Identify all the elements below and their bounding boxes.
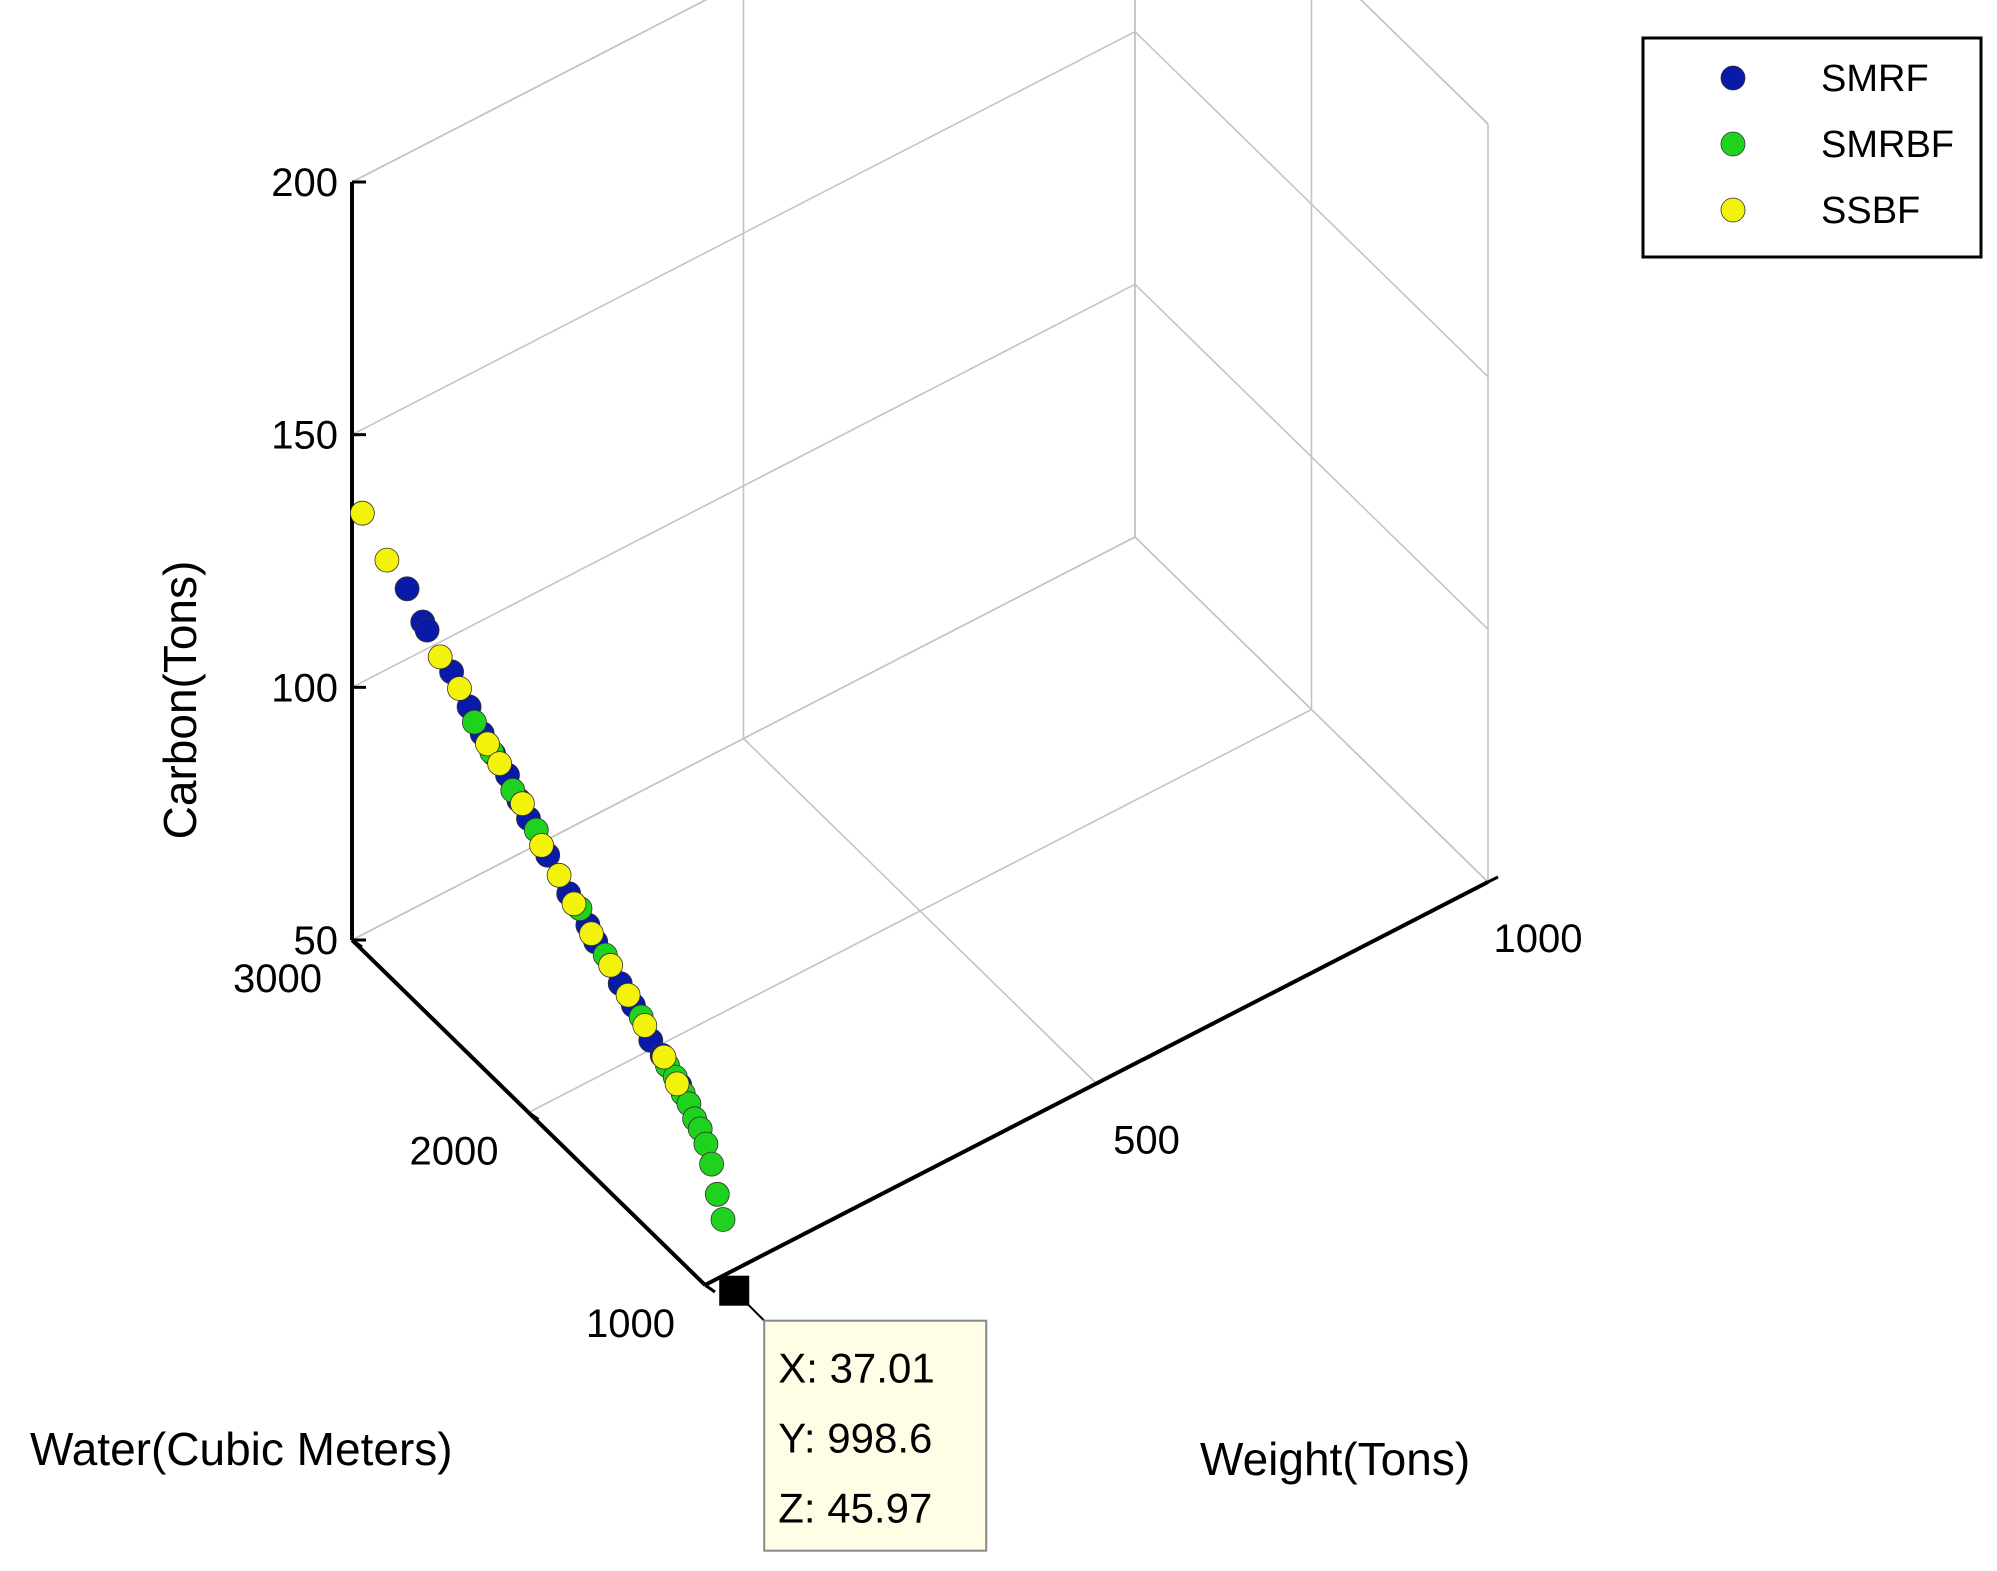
grid-line — [351, 536, 1136, 941]
point-ssbf-13 — [632, 1013, 658, 1038]
y-tick-label: 1000 — [586, 1302, 675, 1346]
point-smrf-0 — [394, 576, 420, 602]
datatip-marker[interactable] — [719, 1275, 750, 1306]
point-ssbf-10 — [579, 921, 604, 947]
point-ssbf-1 — [374, 547, 400, 573]
x-tick — [1095, 1077, 1108, 1085]
point-ssbf-11 — [598, 952, 623, 978]
x-tick-label: 500 — [1113, 1119, 1180, 1163]
grid-line — [351, 283, 1136, 689]
point-ssbf-3 — [447, 676, 472, 701]
y-tick-label: 3000 — [233, 957, 322, 1001]
grid-lines — [351, 0, 1489, 1286]
x-tick-label: 1000 — [1494, 917, 1583, 961]
grid-line — [1134, 31, 1489, 378]
grid-line — [351, 30, 1136, 436]
point-ssbf-2 — [427, 644, 453, 670]
point-ssbf-9 — [561, 891, 587, 917]
x-tick — [1487, 875, 1499, 884]
point-smrf-2 — [414, 617, 440, 643]
y-tick — [527, 1111, 540, 1121]
z-tick-label: 150 — [271, 414, 338, 458]
legend-label-ssbf: SSBF — [1821, 190, 1920, 232]
datatip-line: Z: 45.97 — [778, 1485, 932, 1532]
point-ssbf-6 — [510, 791, 535, 817]
point-smrbf-16 — [710, 1207, 736, 1232]
legend-marker-smrbf — [1720, 131, 1746, 157]
box-edge — [1359, 0, 1489, 125]
point-smrbf-0 — [461, 709, 487, 735]
point-ssbf-15 — [664, 1071, 690, 1097]
datatip-box — [763, 1319, 988, 1552]
y-tick — [704, 1283, 716, 1294]
point-ssbf-14 — [651, 1044, 677, 1070]
datatip-line: X: 37.01 — [778, 1345, 934, 1392]
tick-labels: 50 100 150 200 1000 2000 3000 500 1000 — [233, 161, 1582, 1346]
y-tick-label: 2000 — [410, 1130, 499, 1174]
point-ssbf-0 — [349, 500, 375, 526]
legend-label-smrf: SMRF — [1821, 58, 1929, 100]
y-axis-label: Water(Cubic Meters) — [30, 1423, 453, 1475]
z-axis-label: Carbon(Tons) — [154, 561, 206, 840]
point-ssbf-4 — [475, 731, 500, 757]
legend-marker-smrf — [1720, 65, 1746, 91]
z-tick-label: 100 — [271, 666, 338, 710]
axis-labels: Weight(Tons) Water(Cubic Meters) Carbon(… — [30, 561, 1470, 1485]
z-tick-label: 200 — [271, 161, 338, 205]
data-points — [349, 500, 736, 1232]
point-smrbf-14 — [699, 1151, 724, 1177]
legend: SMRF SMRBF SSBF — [1641, 36, 1983, 259]
legend-marker-ssbf — [1720, 197, 1746, 223]
legend-label-smrbf: SMRBF — [1821, 124, 1954, 166]
datatip-pointer — [745, 1301, 765, 1322]
box-edge — [351, 0, 708, 183]
legend-box — [1641, 36, 1983, 259]
grid-line — [528, 708, 1312, 1114]
y-tick — [351, 938, 363, 949]
z-tick-label: 50 — [294, 919, 339, 963]
datatip[interactable]: X: 37.01 Y: 998.6 Z: 45.97 — [719, 1275, 988, 1552]
grid-line — [1134, 283, 1489, 630]
point-ssbf-7 — [529, 833, 554, 858]
axes — [350, 180, 1499, 1294]
point-ssbf-8 — [546, 862, 572, 888]
x-axis-label: Weight(Tons) — [1200, 1433, 1470, 1485]
point-ssbf-5 — [487, 751, 513, 776]
point-smrbf-15 — [704, 1181, 730, 1207]
point-ssbf-12 — [615, 982, 641, 1008]
datatip-line: Y: 998.6 — [778, 1415, 932, 1462]
